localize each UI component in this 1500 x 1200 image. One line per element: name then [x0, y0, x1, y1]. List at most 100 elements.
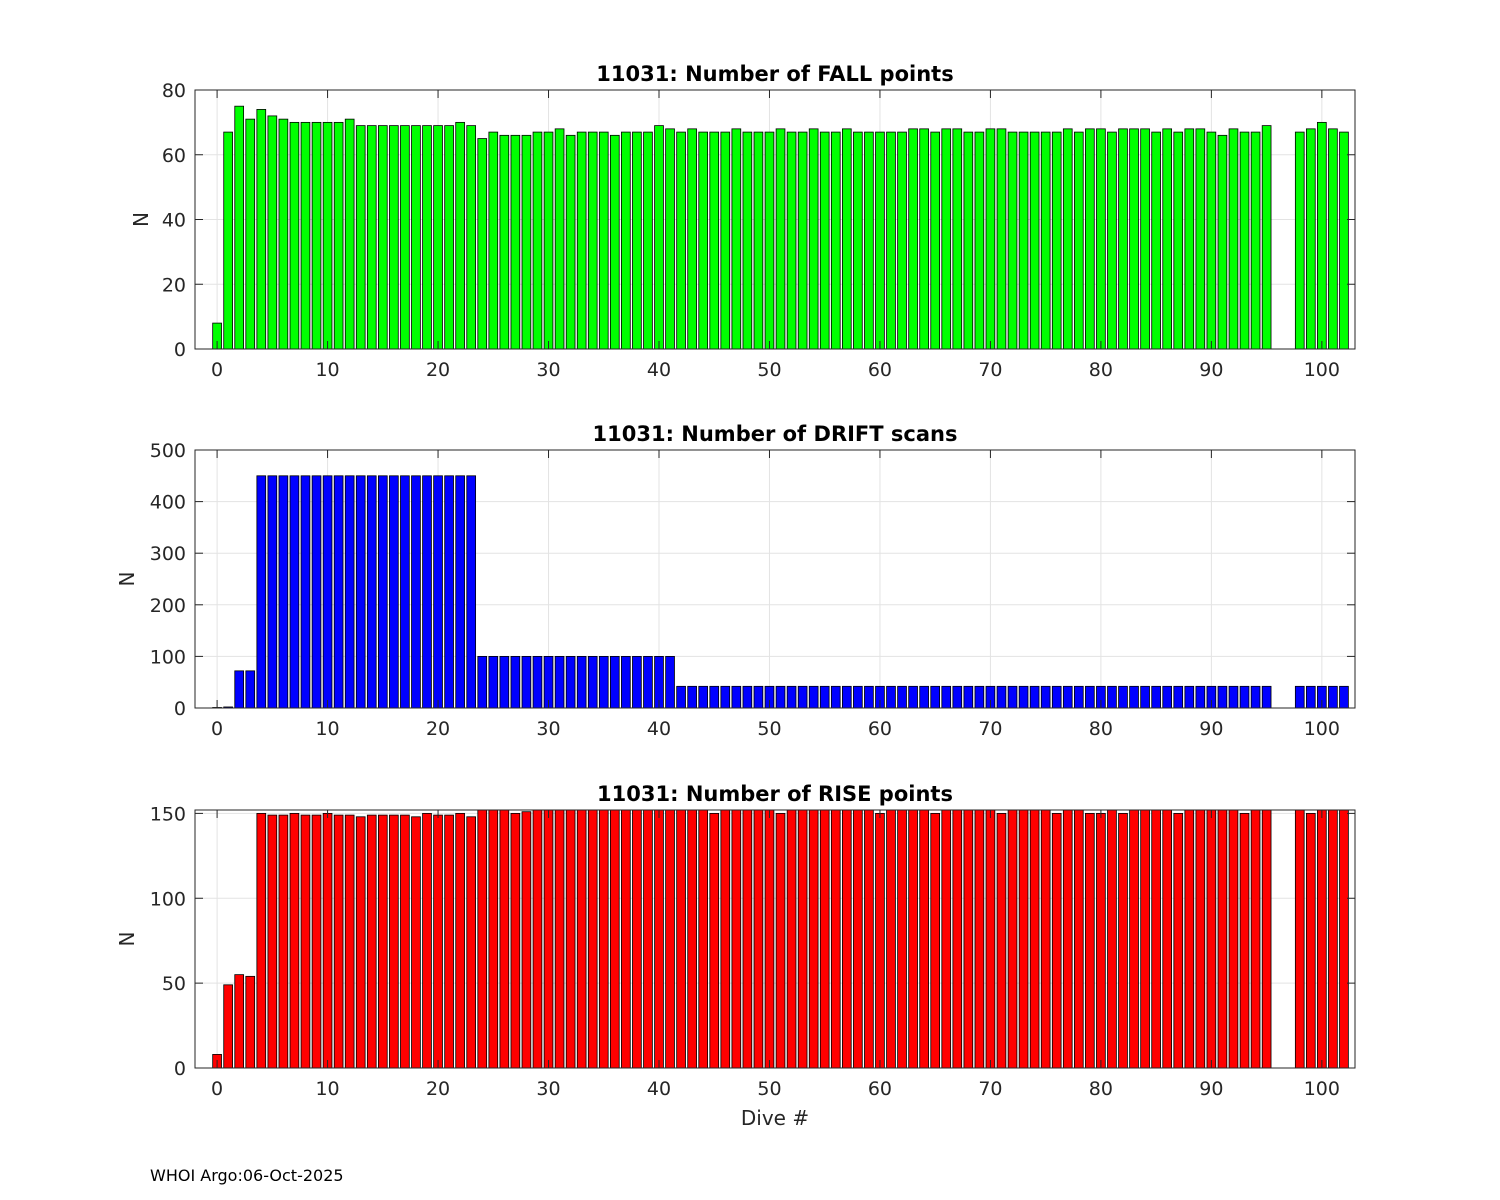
bar	[1294, 131, 1305, 350]
bar	[389, 125, 399, 350]
bar	[753, 131, 764, 350]
bar	[488, 809, 499, 1069]
bar	[963, 685, 974, 709]
chart-title: 11031: Number of FALL points	[596, 62, 953, 86]
ticks: 0 10 20 30 40 50 60 70 80 90 100 0 50 100 150	[150, 803, 1355, 1100]
x-tick-label: 90	[1199, 718, 1223, 740]
x-tick-label: 70	[978, 1078, 1002, 1100]
bar	[609, 656, 620, 709]
bar	[344, 814, 355, 1069]
fall-points-panel: 0 10 20 30 40 50 60 70 80 90 100 0 20 40 60 80 11031: Nu…	[129, 62, 1356, 381]
bar	[433, 475, 443, 709]
bar	[411, 816, 421, 1069]
bar	[1250, 131, 1261, 350]
bar	[422, 125, 432, 350]
bar	[1051, 812, 1062, 1069]
bar	[1294, 809, 1305, 1069]
bar	[554, 656, 565, 709]
bar	[223, 984, 233, 1069]
x-tick-label: 100	[1304, 1078, 1340, 1100]
bar	[1228, 685, 1239, 709]
bar	[985, 809, 996, 1069]
bar	[930, 131, 941, 350]
bars	[212, 105, 1349, 350]
bar	[632, 656, 642, 709]
bar	[1339, 809, 1349, 1069]
bar	[1217, 809, 1228, 1069]
x-tick-label: 0	[211, 1078, 223, 1100]
bar	[488, 656, 499, 709]
bar	[1107, 131, 1117, 350]
bar	[355, 475, 366, 709]
x-tick-label: 20	[426, 718, 450, 740]
bar	[333, 475, 344, 709]
bar	[521, 811, 532, 1069]
y-tick-label: 400	[150, 492, 186, 514]
bar	[985, 128, 996, 350]
bar	[278, 118, 289, 350]
bar	[1173, 685, 1184, 709]
bar	[908, 809, 918, 1069]
bar	[952, 809, 963, 1069]
chart-title: 11031: Number of RISE points	[597, 782, 953, 806]
bar	[609, 809, 620, 1069]
y-tick-label: 0	[174, 1058, 186, 1080]
bar	[499, 809, 510, 1069]
bar	[422, 812, 432, 1069]
bar	[1339, 131, 1349, 350]
bar	[377, 125, 388, 350]
bar	[344, 475, 355, 709]
x-tick-label: 10	[315, 359, 339, 381]
bar	[267, 814, 278, 1069]
ticks: 0 10 20 30 40 50 60 70 80 90 100 0 100 200 300 400 500	[150, 440, 1355, 740]
bar	[477, 809, 488, 1069]
y-tick-label: 0	[174, 698, 186, 720]
bar	[665, 809, 675, 1069]
bar	[1062, 809, 1073, 1069]
bar	[234, 670, 245, 709]
bar	[764, 809, 775, 1069]
bar	[377, 475, 388, 709]
bar	[996, 128, 1007, 350]
bar	[466, 125, 477, 350]
bar	[278, 475, 289, 709]
bar	[742, 685, 753, 709]
bar	[609, 134, 620, 350]
bar	[598, 809, 609, 1069]
bar	[587, 809, 598, 1069]
bar	[676, 685, 686, 709]
y-tick-label: 60	[162, 145, 186, 167]
bar	[1140, 128, 1150, 350]
bar	[853, 809, 863, 1069]
bars	[212, 475, 1349, 709]
bar	[1018, 131, 1029, 350]
bar	[841, 685, 852, 709]
bar	[1029, 809, 1040, 1069]
bar	[764, 131, 775, 350]
y-tick-label: 150	[150, 803, 186, 825]
bar	[1140, 809, 1150, 1069]
bar	[267, 475, 278, 709]
y-tick-label: 200	[150, 595, 186, 617]
bar	[665, 128, 675, 350]
bar	[621, 656, 631, 709]
bar	[1305, 128, 1316, 350]
bar	[963, 131, 974, 350]
bar	[643, 131, 653, 350]
bar	[466, 475, 477, 709]
bar	[245, 670, 256, 709]
bar	[411, 475, 421, 709]
y-axis-label: N	[129, 212, 153, 227]
bar	[1305, 685, 1316, 709]
bar	[676, 131, 686, 350]
bar	[333, 814, 344, 1069]
x-tick-label: 70	[978, 718, 1002, 740]
bar	[1018, 685, 1029, 709]
x-tick-label: 60	[868, 359, 892, 381]
bar	[1206, 131, 1217, 350]
bar	[687, 685, 697, 709]
bar	[543, 809, 554, 1069]
bar	[389, 814, 399, 1069]
bar	[1239, 812, 1250, 1069]
bar	[1040, 685, 1051, 709]
